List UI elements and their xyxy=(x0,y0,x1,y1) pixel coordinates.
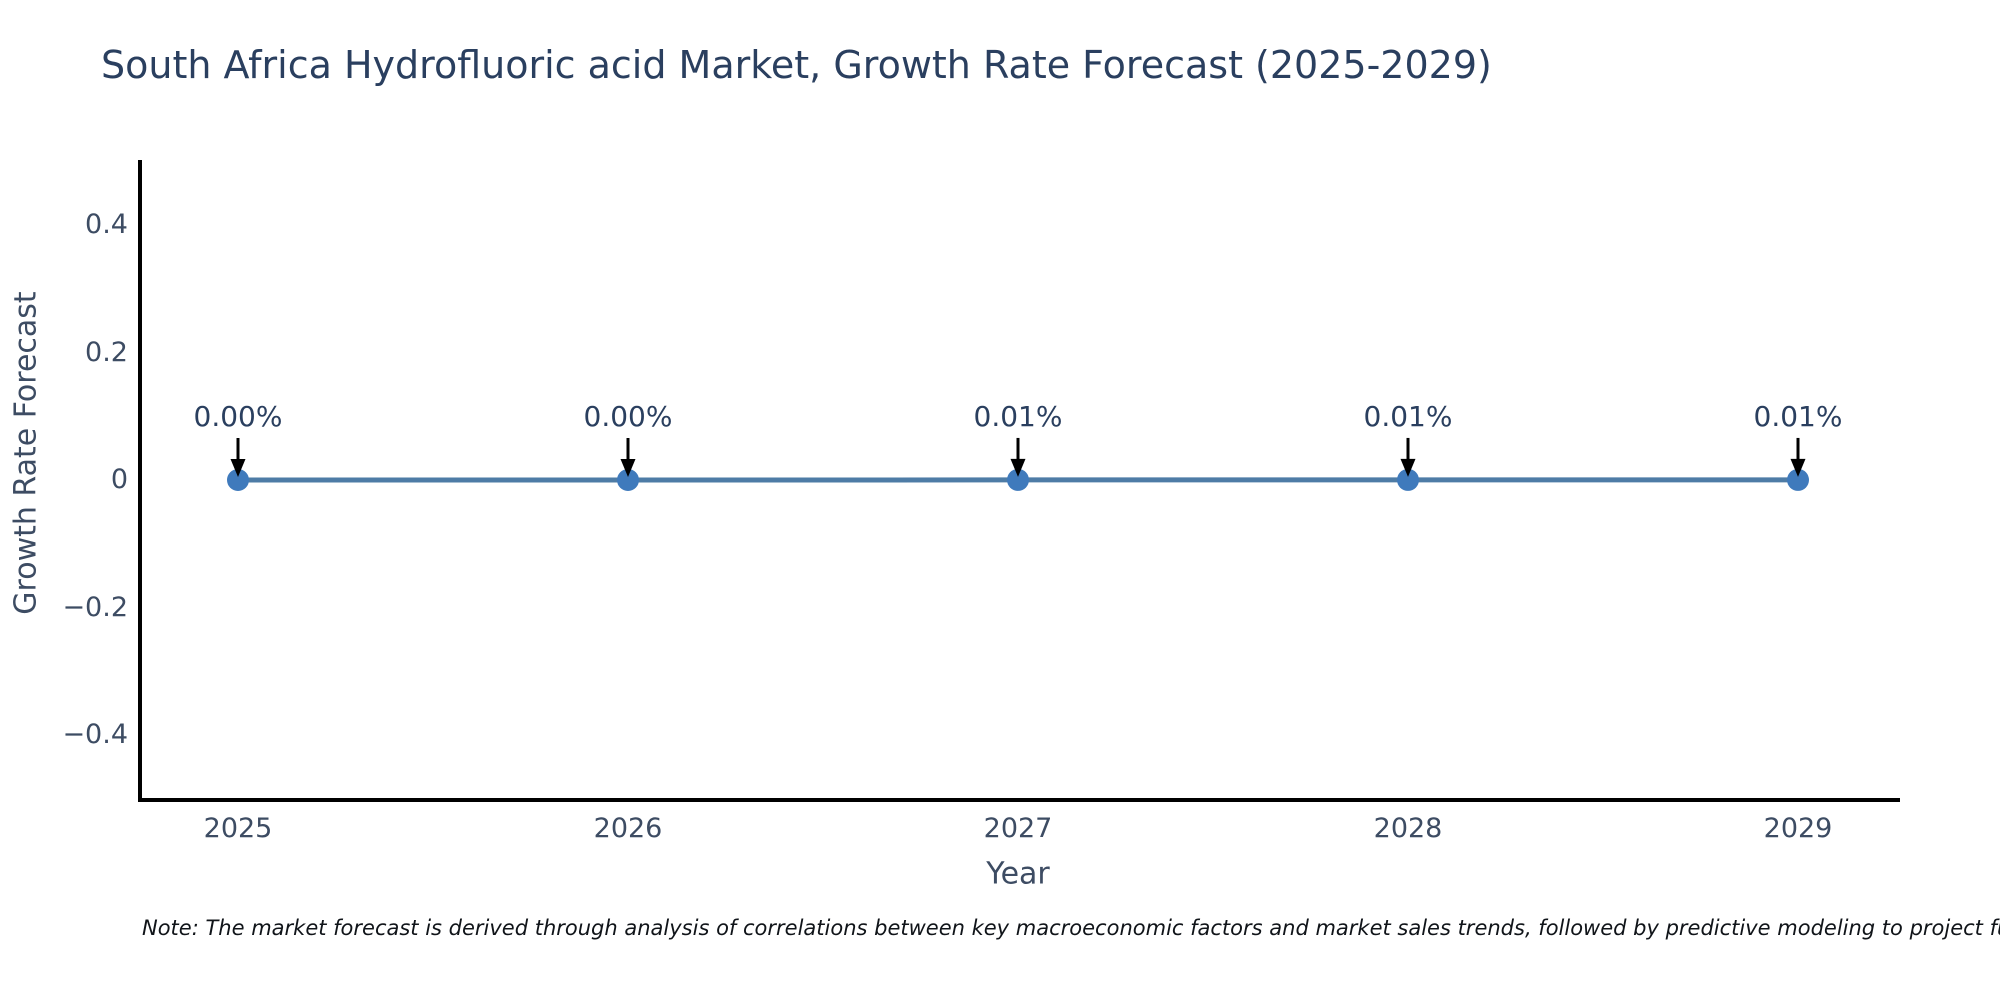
y-tick-label: 0.4 xyxy=(85,209,128,240)
y-tick-label: 0.2 xyxy=(85,336,128,368)
annotation-arrow-head xyxy=(1010,458,1026,477)
x-axis-title: Year xyxy=(986,856,1050,892)
x-tick-label: 2029 xyxy=(1763,813,1833,844)
annotation-arrow-head xyxy=(620,459,636,477)
data-point-marker xyxy=(617,469,639,491)
y-tick-label: −0.2 xyxy=(62,591,128,623)
data-point-marker xyxy=(227,469,249,491)
data-point-marker xyxy=(1007,468,1029,491)
y-axis-title: Growth Rate Forecast xyxy=(8,291,44,615)
point-annotation-label: 0.00% xyxy=(193,400,283,433)
x-tick-label: 2027 xyxy=(983,813,1053,844)
y-tick-label: −0.4 xyxy=(62,719,128,750)
point-annotation-label: 0.01% xyxy=(1363,399,1453,433)
annotation-arrow-head xyxy=(230,459,246,477)
data-point-marker xyxy=(1787,468,1809,491)
annotation-arrow-head xyxy=(1790,458,1806,477)
y-tick-label: 0 xyxy=(110,464,128,495)
chart-title: South Africa Hydrofluoric acid Market, G… xyxy=(101,43,1492,87)
x-tick-label: 2028 xyxy=(1373,813,1443,844)
footnote: Note: The market forecast is derived thr… xyxy=(142,916,2000,940)
point-annotation-label: 0.00% xyxy=(583,400,673,433)
point-annotation-label: 0.01% xyxy=(973,399,1063,433)
annotation-arrow-head xyxy=(1400,458,1416,477)
x-tick-label: 2025 xyxy=(203,813,273,844)
x-tick-label: 2026 xyxy=(593,813,663,844)
data-point-marker xyxy=(1397,468,1419,491)
point-annotation-label: 0.01% xyxy=(1753,399,1843,433)
